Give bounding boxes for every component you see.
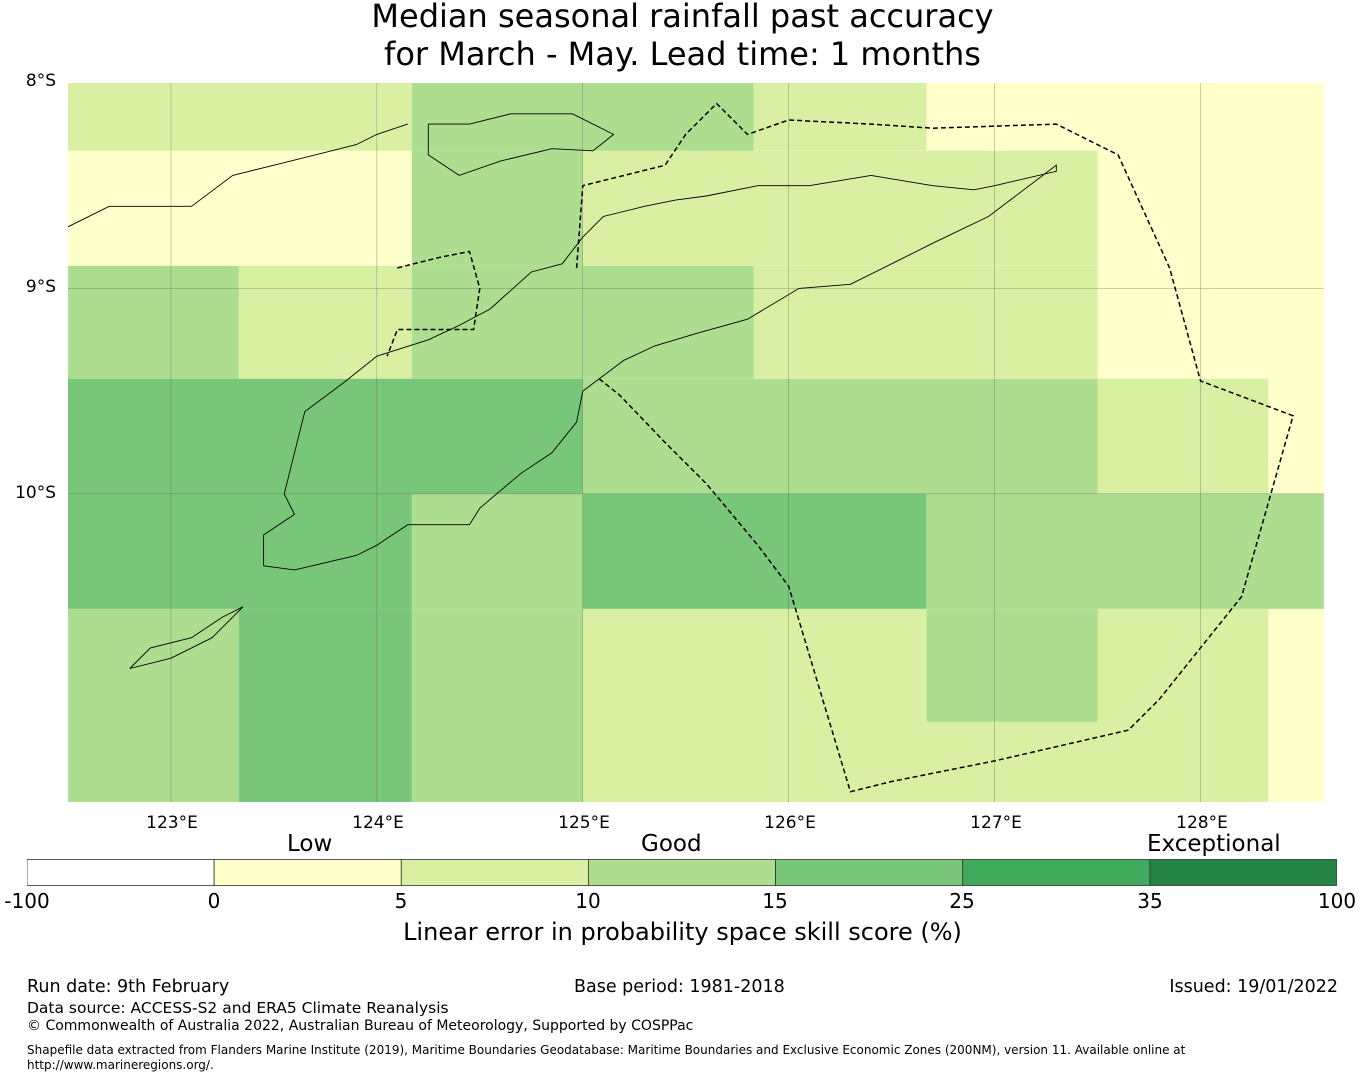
colorbar-tick: 100 xyxy=(1317,889,1357,913)
lon-label-125e: 125°E xyxy=(558,813,610,833)
chart-title-line-2: for March - May. Lead time: 1 months xyxy=(384,35,981,73)
grid-cell xyxy=(926,493,1324,609)
coastlines xyxy=(68,113,1057,669)
copyright: © Commonwealth of Australia 2022, Austra… xyxy=(27,1018,694,1034)
grid-cell xyxy=(1268,378,1324,494)
grid-cell xyxy=(68,265,239,379)
colorbar-segment xyxy=(27,859,215,886)
lat-label-9s: 9°S xyxy=(25,277,56,297)
grid-cells xyxy=(68,83,1324,802)
run-date: Run date: 9th February xyxy=(27,977,230,997)
issued-date: Issued: 19/01/2022 xyxy=(1169,977,1338,997)
colorbar-tick: 25 xyxy=(949,889,975,913)
rote-coastline xyxy=(129,606,244,669)
colorbar-segment xyxy=(400,859,589,886)
grid-cell xyxy=(582,378,1098,494)
colorbar-tick: 5 xyxy=(394,889,408,913)
shapefile-credit-line-1: Shapefile data extracted from Flanders M… xyxy=(27,1043,1186,1057)
legend-category-low: Low xyxy=(287,831,333,857)
grid-cell xyxy=(68,150,412,266)
lon-label-128e: 128°E xyxy=(1176,813,1228,833)
colorbar xyxy=(27,859,1337,886)
grid-cell xyxy=(582,150,1098,266)
eez-boundary-timor-leste xyxy=(575,102,1295,793)
grid-cell xyxy=(1097,265,1324,379)
skill-score-map xyxy=(68,83,1324,802)
grid-cell xyxy=(68,83,412,151)
lat-label-10s: 10°S xyxy=(15,483,56,503)
grid-cell xyxy=(238,608,412,802)
lon-label-127e: 127°E xyxy=(970,813,1022,833)
flores-coastline xyxy=(68,123,408,228)
grid-cell xyxy=(68,378,583,494)
shapefile-credit-line-2: http://www.marineregions.org/. xyxy=(27,1058,214,1072)
alor-coastline xyxy=(427,113,615,176)
colorbar-segment xyxy=(588,859,776,886)
grid-cell xyxy=(926,608,1098,722)
grid-cell xyxy=(1097,150,1324,266)
grid-cell xyxy=(1097,608,1269,802)
grid-cell xyxy=(926,721,1098,802)
legend-category-exceptional: Exceptional xyxy=(1147,831,1281,857)
lon-label-123e: 123°E xyxy=(146,813,198,833)
lon-label-124e: 124°E xyxy=(352,813,404,833)
grid-cell xyxy=(1268,608,1324,802)
base-period: Base period: 1981-2018 xyxy=(574,977,785,997)
grid-cell xyxy=(1097,378,1269,494)
grid-cell xyxy=(411,493,583,609)
lat-label-8s: 8°S xyxy=(25,71,56,91)
data-source: Data source: ACCESS-S2 and ERA5 Climate … xyxy=(27,999,449,1017)
grid-cell xyxy=(411,608,583,802)
grid-cell xyxy=(411,150,583,266)
colorbar-tick: 10 xyxy=(575,889,601,913)
colorbar-tick: -100 xyxy=(4,889,50,913)
grid-cell xyxy=(582,493,927,609)
grid-cell xyxy=(926,83,1324,151)
eez-boundaries xyxy=(386,102,1295,793)
grid-cell xyxy=(582,608,927,802)
colorbar-segment xyxy=(1149,859,1337,886)
colorbar-tick: 15 xyxy=(762,889,788,913)
colorbar-segment xyxy=(775,859,964,886)
grid-cell xyxy=(238,265,412,379)
lon-label-126e: 126°E xyxy=(764,813,816,833)
grid-cell xyxy=(68,608,239,802)
legend-category-good: Good xyxy=(641,831,702,857)
colorbar-tick: 0 xyxy=(207,889,221,913)
timor-coastline xyxy=(263,164,1057,571)
colorbar-tick: 35 xyxy=(1137,889,1163,913)
chart-title-line-1: Median seasonal rainfall past accuracy xyxy=(371,0,994,35)
colorbar-segment xyxy=(213,859,402,886)
colorbar-axis-label: Linear error in probability space skill … xyxy=(403,918,962,946)
grid-cell xyxy=(753,265,1098,379)
grid-cell xyxy=(753,83,927,151)
colorbar-segment xyxy=(962,859,1151,886)
grid-cell xyxy=(68,493,412,609)
graticule xyxy=(68,83,1324,802)
